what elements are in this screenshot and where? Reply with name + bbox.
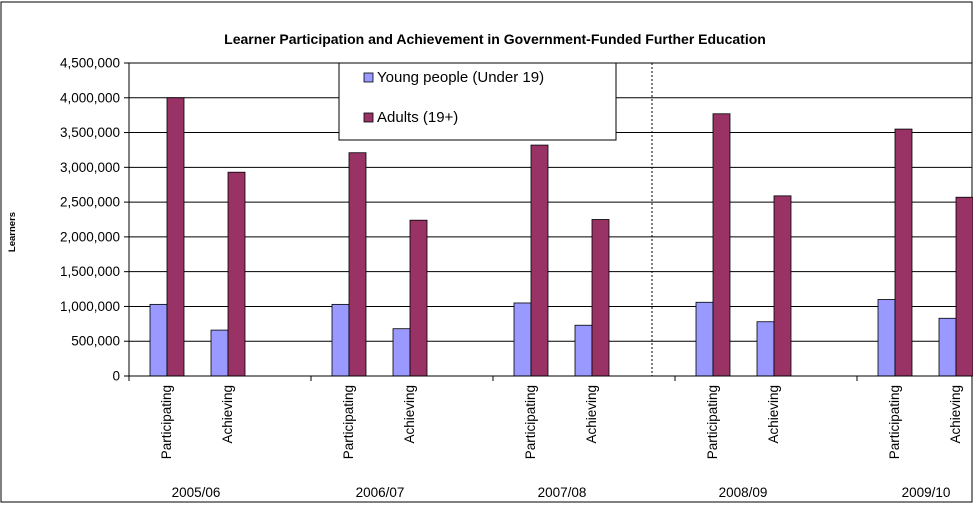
x-category-label: Participating <box>705 385 720 459</box>
bar-adults <box>166 97 185 377</box>
x-axis-labels: Participating Achieving Participating Achie… <box>159 385 963 459</box>
x-category-label: Participating <box>159 385 174 459</box>
legend: Young people (Under 19) Adults (19+) <box>338 62 617 141</box>
bar-adults <box>227 171 246 377</box>
y-tick-label: 1,000,000 <box>60 299 120 314</box>
bar-adults <box>955 196 973 377</box>
bar-young-people <box>149 303 168 377</box>
y-tick-label: 0 <box>112 369 120 384</box>
axes <box>128 63 972 381</box>
y-tick-label: 2,500,000 <box>60 195 120 210</box>
group-label: 2008/09 <box>719 485 768 500</box>
bar-young-people <box>513 302 532 377</box>
bar-young-people <box>392 328 411 377</box>
x-category-label: Achieving <box>402 385 417 444</box>
legend-label: Adults (19+) <box>377 109 458 126</box>
x-category-label: Achieving <box>766 385 781 444</box>
x-category-label: Achieving <box>220 385 235 444</box>
bar-young-people <box>938 317 957 377</box>
group-labels: 2005/06 2006/07 2007/08 2008/09 2009/10 <box>172 485 951 500</box>
y-tick-label: 2,000,000 <box>60 229 120 244</box>
bar-adults <box>591 219 610 377</box>
legend-swatch <box>363 112 374 123</box>
bar-adults <box>409 219 428 377</box>
x-category-label: Participating <box>523 385 538 459</box>
chart-title: Learner Participation and Achievement in… <box>224 31 766 47</box>
bar-adults <box>773 195 792 377</box>
y-tick-label: 500,000 <box>71 334 120 349</box>
bar-adults <box>348 152 367 377</box>
y-axis-label: Learners <box>7 212 18 252</box>
group-label: 2006/07 <box>356 485 405 500</box>
legend-swatch <box>363 72 374 83</box>
y-tick-label: 4,000,000 <box>60 90 120 105</box>
y-axis-ticks: 0 500,000 1,000,000 1,500,000 2,000,000 2,500… <box>60 56 129 384</box>
y-tick-label: 3,500,000 <box>60 125 120 140</box>
bar-adults <box>530 144 549 377</box>
x-category-label: Participating <box>341 385 356 459</box>
y-tick-label: 3,000,000 <box>60 160 120 175</box>
y-tick-label: 4,500,000 <box>60 56 120 71</box>
legend-label: Young people (Under 19) <box>377 69 544 86</box>
bar-young-people <box>574 324 593 377</box>
x-category-label: Participating <box>887 385 902 459</box>
y-tick-label: 1,500,000 <box>60 264 120 279</box>
x-category-label: Achieving <box>948 385 963 444</box>
bars <box>149 97 973 377</box>
bar-young-people <box>210 329 229 377</box>
group-label: 2009/10 <box>902 485 951 500</box>
bar-young-people <box>695 301 714 377</box>
bar-young-people <box>756 321 775 377</box>
group-label: 2007/08 <box>538 485 587 500</box>
bar-adults <box>894 128 913 377</box>
legend-box <box>338 62 617 141</box>
x-category-label: Achieving <box>584 385 599 444</box>
bar-adults <box>712 113 731 377</box>
group-label: 2005/06 <box>172 485 221 500</box>
bar-young-people <box>877 299 896 377</box>
bar-young-people <box>331 303 350 377</box>
